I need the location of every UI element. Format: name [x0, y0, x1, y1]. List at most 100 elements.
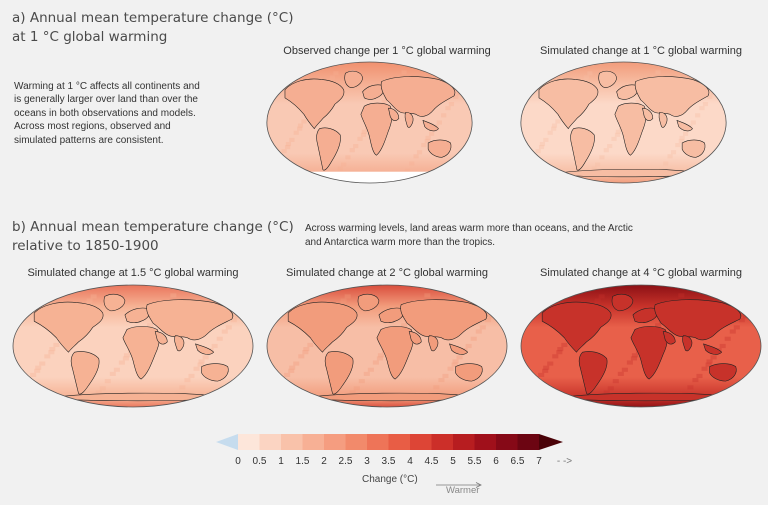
grid-cell [533, 380, 540, 385]
grid-cell [470, 336, 477, 341]
grid-cell [198, 359, 205, 364]
grid-cell [269, 167, 275, 172]
description-line: is generally larger over land than over … [14, 94, 198, 106]
africa-outline [361, 103, 392, 155]
section-b-title: b) Annual mean temperature change (°C) r… [12, 218, 294, 256]
greenland-outline [345, 71, 363, 87]
south-america-outline [579, 351, 607, 394]
section-a-description: Warming at 1 °C affects all continents a… [14, 80, 264, 147]
grid-cell [284, 145, 291, 150]
se-asia-outline [450, 344, 468, 355]
grid-cell [104, 379, 111, 384]
grid-cell [16, 391, 23, 396]
asia-outline [147, 300, 233, 340]
legend-tick-label: 7 [536, 456, 542, 467]
grid-cell [85, 301, 92, 306]
world-map [266, 284, 508, 408]
se-asia-outline [677, 120, 693, 130]
australia-outline [456, 364, 483, 382]
grid-cell [630, 356, 637, 361]
grid-cell [705, 362, 712, 367]
grid-cell [289, 137, 295, 142]
grid-cell [340, 298, 347, 303]
india-outline [659, 112, 667, 127]
grid-cell [367, 367, 374, 372]
grid-cell [547, 361, 554, 366]
grid-cell [202, 355, 209, 360]
greenland-outline [612, 294, 633, 311]
grid-cell [702, 102, 709, 107]
grid-cell [722, 72, 727, 77]
grid-cell [527, 160, 533, 165]
legend-overflow-label: - -> [556, 456, 573, 467]
grid-cell [701, 366, 708, 371]
grid-cell [543, 137, 549, 142]
grid-cell [377, 353, 384, 358]
description-line: Across warming levels, land areas warm m… [305, 223, 633, 234]
grid-cell [438, 378, 445, 383]
australia-outline [682, 140, 705, 157]
map-simulated-2c [266, 284, 508, 408]
arrow-right-icon [436, 482, 482, 488]
map-observed-1c [266, 61, 473, 184]
grid-cell [695, 113, 701, 118]
legend-overflow-triangle [539, 434, 563, 450]
grid-cell [297, 123, 304, 128]
north-america-outline [288, 302, 357, 352]
legend-tick-label: 2 [321, 456, 327, 467]
grid-cell [598, 294, 605, 299]
grid-cell [35, 365, 42, 370]
color-legend [214, 433, 564, 451]
grid-cell [123, 353, 130, 358]
europe-outline [617, 85, 638, 100]
grid-cell [293, 361, 300, 366]
grid-cell [445, 106, 451, 111]
india-outline [429, 336, 438, 351]
grid-cell [615, 129, 621, 134]
section-a-title-line1: a) Annual mean temperature change (°C) [12, 10, 294, 26]
grid-cell [442, 373, 449, 379]
grid-cell [493, 306, 500, 311]
grid-cell [235, 310, 242, 315]
grid-cell [535, 149, 541, 154]
grid-cell [521, 292, 527, 297]
europe-outline [363, 85, 384, 100]
grid-cell [468, 72, 473, 77]
grid-cell [670, 150, 677, 155]
grid-cell [34, 368, 41, 373]
grid-cell [687, 385, 694, 390]
grid-cell [118, 360, 125, 365]
legend-tick-label: 1 [278, 456, 284, 467]
north-america-outline [285, 79, 344, 129]
grid-cell [424, 138, 430, 143]
legend-swatch [281, 434, 303, 450]
arabia-outline [409, 332, 421, 345]
grid-cell [479, 325, 486, 330]
legend-tick-label: 5.5 [467, 456, 482, 467]
section-a-title: a) Annual mean temperature change (°C) a… [12, 9, 293, 47]
grid-cell [349, 148, 355, 153]
legend-tick-label: 5 [450, 456, 456, 467]
grid-cell [170, 293, 177, 298]
grid-cell [147, 323, 154, 328]
grid-cell [603, 148, 609, 153]
grid-cell [520, 69, 526, 74]
grid-cell [502, 295, 507, 300]
grid-cell [448, 102, 455, 107]
legend-colorbar [216, 434, 563, 450]
grid-cell [706, 359, 713, 364]
legend-swatch [453, 434, 475, 450]
grid-cell [302, 350, 309, 355]
grid-cell [381, 99, 387, 105]
grid-cell [457, 87, 463, 92]
grid-cell [595, 162, 601, 167]
grid-cell [270, 391, 277, 396]
africa-outline [615, 103, 646, 155]
europe-outline [633, 308, 658, 323]
grid-cell [349, 390, 356, 395]
grid-cell [216, 336, 223, 341]
grid-cell [551, 126, 557, 131]
grid-cell [275, 384, 282, 389]
grid-cell [197, 362, 204, 367]
description-line: Warming at 1 °C affects all continents a… [14, 81, 200, 92]
